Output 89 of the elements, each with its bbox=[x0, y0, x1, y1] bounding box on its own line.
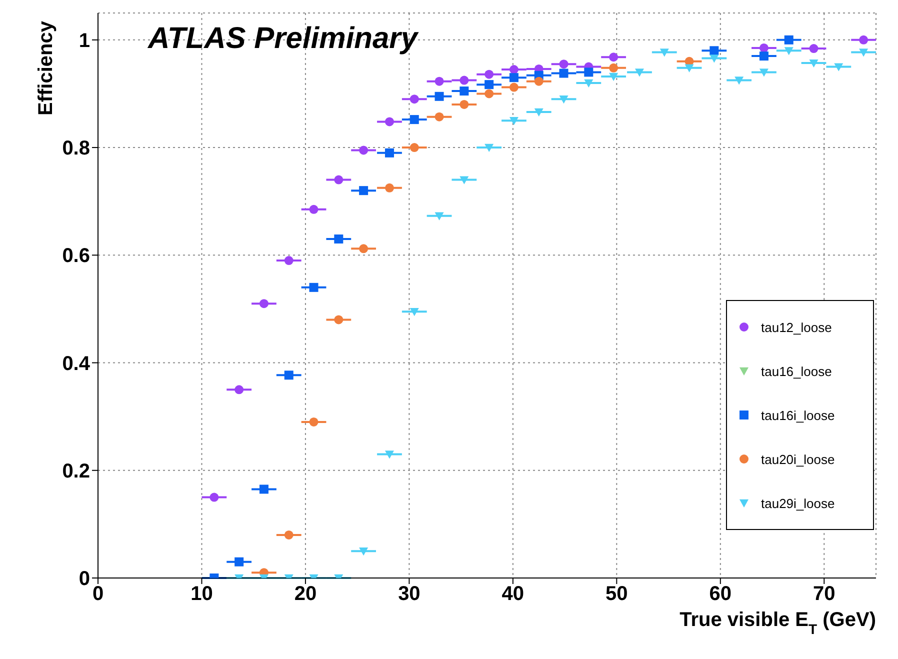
point bbox=[509, 117, 518, 126]
point bbox=[784, 47, 794, 56]
point bbox=[410, 94, 419, 104]
point bbox=[259, 299, 268, 308]
point bbox=[384, 450, 394, 459]
point bbox=[759, 52, 768, 61]
point bbox=[210, 492, 219, 502]
point bbox=[309, 204, 318, 214]
point bbox=[234, 557, 244, 566]
x-tick-label: 30 bbox=[398, 583, 420, 606]
y-tick-label: 0.6 bbox=[62, 245, 90, 268]
x-tick-label: 10 bbox=[190, 583, 213, 606]
point bbox=[484, 89, 494, 98]
point bbox=[609, 72, 618, 81]
point bbox=[559, 95, 568, 104]
y-tick-label: 0.2 bbox=[62, 460, 90, 482]
y-tick-label: 1 bbox=[78, 30, 90, 52]
point bbox=[234, 385, 244, 394]
point bbox=[609, 52, 618, 62]
point bbox=[259, 484, 268, 494]
x-tick-label: 40 bbox=[502, 583, 524, 606]
y-tick-label: 0.4 bbox=[62, 352, 91, 375]
point bbox=[384, 183, 394, 192]
point bbox=[484, 144, 494, 152]
point bbox=[410, 143, 419, 152]
x-axis-title: True visible E$_{T}$ (GeV) bbox=[680, 609, 876, 637]
legend-label: tau16_loose bbox=[761, 364, 832, 378]
point bbox=[609, 63, 618, 72]
point bbox=[460, 100, 469, 109]
point bbox=[834, 63, 844, 72]
point bbox=[684, 64, 694, 72]
point bbox=[534, 76, 544, 86]
y-axis-title: Efficiency bbox=[35, 20, 57, 116]
point bbox=[334, 315, 344, 324]
point bbox=[559, 60, 568, 69]
point bbox=[359, 186, 368, 196]
point bbox=[460, 86, 469, 96]
point bbox=[634, 68, 644, 77]
x-tick-label: 60 bbox=[709, 583, 732, 606]
point bbox=[309, 417, 318, 426]
point bbox=[284, 530, 294, 540]
point bbox=[384, 117, 394, 126]
point bbox=[710, 46, 719, 56]
point bbox=[309, 282, 318, 292]
point bbox=[359, 146, 368, 155]
point bbox=[584, 68, 594, 77]
point bbox=[784, 35, 794, 44]
point bbox=[410, 308, 419, 316]
point bbox=[460, 176, 469, 184]
point bbox=[509, 82, 518, 92]
point bbox=[484, 80, 494, 90]
point bbox=[334, 234, 344, 244]
point bbox=[284, 256, 294, 266]
point bbox=[384, 148, 394, 158]
point bbox=[334, 175, 344, 184]
point bbox=[660, 48, 669, 57]
point bbox=[359, 244, 368, 254]
point bbox=[284, 370, 294, 380]
point bbox=[859, 48, 868, 57]
x-tick-label: 20 bbox=[294, 583, 317, 606]
point bbox=[534, 108, 544, 117]
point bbox=[759, 68, 768, 77]
x-tick-label: 50 bbox=[606, 583, 628, 606]
legend-label: tau29i_loose bbox=[761, 496, 835, 510]
point bbox=[759, 43, 768, 52]
point bbox=[809, 59, 818, 68]
point bbox=[734, 76, 744, 85]
legend-label: tau12_loose bbox=[761, 320, 832, 334]
point bbox=[710, 54, 719, 63]
point bbox=[434, 76, 444, 86]
point bbox=[484, 70, 494, 79]
point bbox=[434, 112, 444, 122]
point bbox=[434, 92, 444, 101]
point bbox=[460, 76, 469, 85]
point bbox=[509, 65, 518, 74]
point bbox=[559, 68, 568, 78]
y-tick-label: 0 bbox=[78, 568, 90, 590]
point bbox=[809, 44, 818, 54]
y-tick-label: 0.8 bbox=[62, 138, 90, 160]
point bbox=[584, 79, 594, 88]
point bbox=[359, 547, 368, 556]
annotation: ATLAS Preliminary bbox=[148, 22, 418, 56]
x-tick-label: 70 bbox=[813, 583, 836, 606]
legend-label: tau20i_loose bbox=[761, 452, 835, 466]
point bbox=[410, 115, 419, 124]
point bbox=[434, 212, 444, 220]
legend-label: tau16i_loose bbox=[761, 408, 835, 422]
point bbox=[509, 73, 518, 82]
point bbox=[859, 35, 868, 44]
